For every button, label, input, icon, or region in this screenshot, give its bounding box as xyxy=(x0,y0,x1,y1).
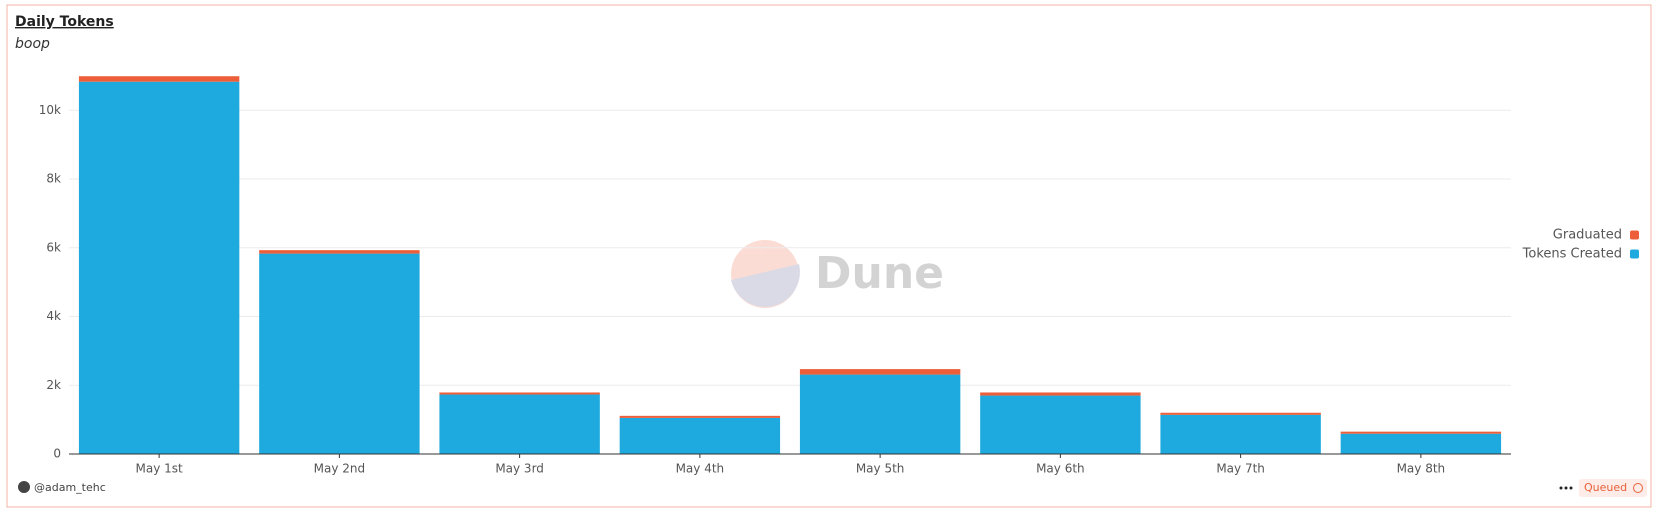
bar-segment xyxy=(1160,414,1321,454)
menu-dot xyxy=(1559,486,1563,490)
status-badge xyxy=(1579,479,1647,497)
bar-segment xyxy=(259,253,420,454)
x-tick-label: May 6th xyxy=(1036,462,1085,476)
bar-segment xyxy=(78,81,240,454)
menu-icon[interactable] xyxy=(1559,486,1573,490)
legend-swatch xyxy=(1630,230,1639,240)
x-tick-label: May 2nd xyxy=(314,462,365,476)
x-tick-label: May 8th xyxy=(1397,462,1446,476)
bar-segment xyxy=(980,395,1141,454)
author-avatar[interactable] xyxy=(18,481,30,493)
bar-segment xyxy=(1340,433,1502,454)
x-tick-label: May 7th xyxy=(1216,462,1265,476)
chart-title[interactable]: Daily Tokens xyxy=(15,14,114,30)
bar-segment xyxy=(259,250,420,254)
bar-segment xyxy=(1340,431,1502,434)
status: Queued xyxy=(1584,481,1627,494)
bar-segment xyxy=(799,374,961,454)
bar-segment xyxy=(619,415,781,418)
x-tick-label: May 1st xyxy=(136,462,184,476)
menu-dot xyxy=(1569,486,1573,490)
y-tick-label: 4k xyxy=(46,309,61,323)
y-tick-label: 2k xyxy=(46,378,61,392)
watermark-logo-half xyxy=(731,264,800,307)
bar-segment xyxy=(980,392,1141,396)
legend-swatch xyxy=(1630,249,1639,259)
legend-label[interactable]: Graduated xyxy=(1553,228,1622,243)
bar-segment xyxy=(799,369,961,375)
bar-segment xyxy=(439,392,600,395)
chart-subtitle: boop xyxy=(15,36,50,52)
watermark-text: Dune xyxy=(815,248,944,299)
y-tick-label: 0 xyxy=(53,447,61,461)
author[interactable]: @adam_tehc xyxy=(34,481,106,494)
x-tick-label: May 4th xyxy=(676,462,725,476)
watermark: Dune xyxy=(731,240,944,308)
y-tick-label: 8k xyxy=(46,172,61,186)
bar-segment xyxy=(1160,412,1321,415)
menu-dot xyxy=(1564,486,1568,490)
x-tick-label: May 5th xyxy=(856,462,905,476)
y-tick-label: 6k xyxy=(46,240,61,254)
bar-segment xyxy=(78,76,240,82)
bar-segment xyxy=(439,394,600,454)
status-icon xyxy=(1633,483,1643,493)
x-tick-label: May 3rd xyxy=(495,462,544,476)
bar-segment xyxy=(619,417,781,454)
legend-label[interactable]: Tokens Created xyxy=(1522,247,1622,262)
y-tick-label: 10k xyxy=(39,103,61,117)
